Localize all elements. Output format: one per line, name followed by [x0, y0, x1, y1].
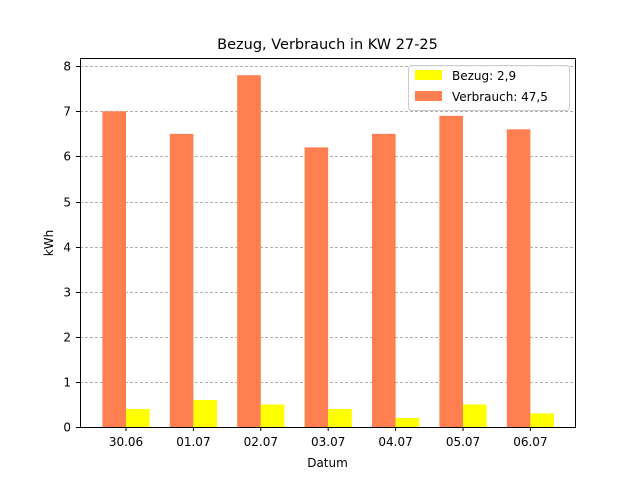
bar-bezug: [530, 413, 554, 427]
y-tick-label: 5: [63, 196, 71, 210]
y-tick-label: 6: [63, 150, 71, 164]
legend: Bezug: 2,9 Verbrauch: 47,5: [408, 65, 570, 111]
bar-bezug: [328, 408, 352, 427]
bar-verbrauch: [237, 75, 261, 427]
y-tick-label: 3: [63, 286, 71, 300]
bar-verbrauch: [169, 133, 194, 427]
bar-verbrauch: [372, 133, 396, 427]
x-tick-label: 06.07: [513, 435, 547, 449]
x-tick-label: 01.07: [176, 435, 210, 449]
x-tick-label: 03.07: [311, 435, 345, 449]
legend-swatch-verbrauch: [415, 91, 442, 101]
legend-swatch-bezug: [415, 70, 442, 80]
y-tick-label: 2: [63, 331, 71, 345]
y-axis-label: kWh: [42, 230, 56, 256]
y-tick-label: 8: [63, 60, 71, 74]
bar-verbrauch: [304, 147, 329, 427]
x-tick-label: 04.07: [378, 435, 412, 449]
legend-label-bezug: Bezug: 2,9: [452, 69, 516, 83]
legend-label-verbrauch: Verbrauch: 47,5: [452, 90, 548, 104]
chart-title: Bezug, Verbrauch in KW 27-25: [217, 37, 438, 53]
bar-bezug: [463, 404, 487, 427]
y-tick-label: 0: [63, 421, 71, 435]
y-axis: 0 1 2 3 4 5 6 7 8: [63, 60, 80, 435]
x-tick-label: 30.06: [109, 435, 143, 449]
y-tick-label: 1: [63, 376, 71, 390]
bar-bezug: [193, 399, 217, 427]
y-tick-label: 7: [63, 105, 71, 119]
x-axis: 30.06 01.07 02.07 03.07 04.07 05.07 06.07: [109, 427, 548, 449]
bar-bezug: [126, 408, 150, 427]
bar-verbrauch: [102, 111, 126, 428]
bar-verbrauch: [506, 129, 531, 427]
x-tick-label: 02.07: [244, 435, 278, 449]
x-axis-label: Datum: [307, 456, 348, 470]
bar-bezug: [260, 404, 285, 427]
y-tick-label: 4: [63, 241, 71, 255]
bar-verbrauch: [439, 115, 463, 427]
legend-box: [408, 65, 570, 111]
bars: [102, 75, 554, 428]
x-tick-label: 05.07: [446, 435, 480, 449]
bar-bezug: [395, 417, 420, 427]
